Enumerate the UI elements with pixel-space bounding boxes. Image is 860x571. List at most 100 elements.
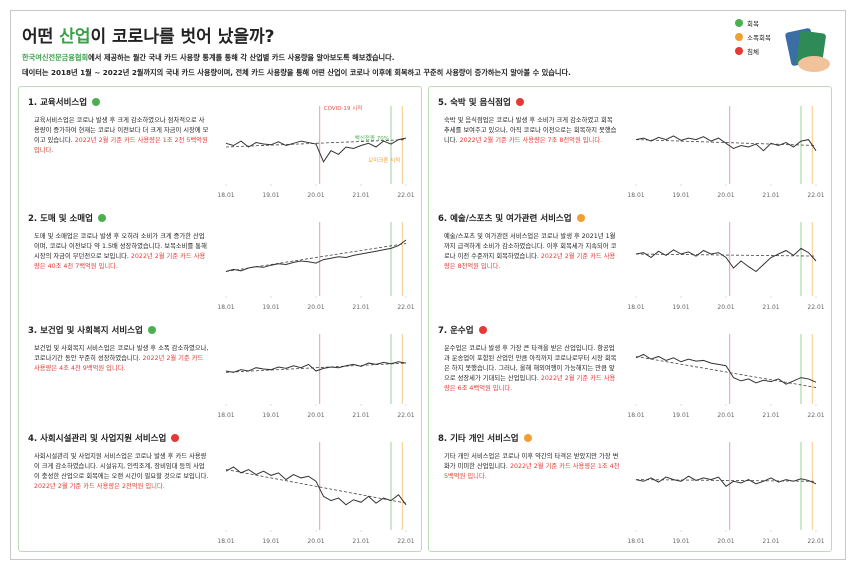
line-chart: 18.01 19.01 20.01 21.01 22.01	[218, 334, 414, 419]
panel-description: 예술/스포츠 및 여가관련 서비스업은 코로나 발생 후 2021년 1월까지 …	[444, 232, 620, 272]
x-tick-label: 21.01	[762, 304, 779, 311]
panel-description: 교육서비스업은 코로나 발생 후 크게 감소하였으나 점차적으로 사용량이 증가…	[34, 116, 210, 156]
line-chart: 18.01 19.01 20.01 21.01 22.01	[218, 222, 414, 311]
legend-label: 침체	[747, 48, 759, 56]
panel-description: 보건업 및 사회복지 서비스업은 코로나 발생 후 소폭 감소하였으나, 코로나…	[34, 344, 210, 374]
data-line	[635, 475, 817, 487]
panel-title-text: 6. 예술/스포츠 및 여가관련 서비스업	[438, 214, 572, 224]
description-text: 숙박 및 음식점업은 코로나 발생 후 소비가 크게 감소하였고 회복 추세를 …	[444, 117, 617, 144]
x-tick-label: 18.01	[218, 538, 235, 545]
subtitle-part: 한국여신전문금융협회	[22, 53, 89, 62]
line-chart: 18.01 19.01 20.01 21.01 22.01	[628, 442, 824, 545]
panel-title: 1. 교육서비스업	[28, 96, 101, 108]
legend-label: 회복	[747, 20, 759, 28]
x-tick-label: 18.01	[218, 412, 235, 419]
x-tick-label: 20.01	[307, 304, 324, 311]
x-tick-label: 18.01	[628, 192, 645, 199]
legend-swatch	[735, 19, 743, 27]
page-title: 어떤 산업이 코로나를 벗어 났을까?	[22, 22, 275, 47]
data-line	[225, 466, 407, 506]
x-tick-label: 21.01	[352, 192, 369, 199]
panel-title: 6. 예술/스포츠 및 여가관련 서비스업	[438, 212, 585, 224]
data-line	[225, 137, 407, 163]
x-tick-label: 22.01	[397, 192, 414, 199]
x-tick-label: 20.01	[307, 538, 324, 545]
x-tick-label: 22.01	[397, 538, 414, 545]
description-text: 운수업은 코로나 발생 후 가장 큰 타격을 받은 산업입니다. 항공업과 운송…	[444, 345, 617, 382]
panel-title-text: 5. 숙박 및 음식점업	[438, 98, 511, 108]
x-tick-label: 19.01	[672, 192, 689, 199]
description-text: 예술/스포츠 및 여가관련 서비스업은 코로나 발생 후 2021년 1월까지 …	[444, 233, 617, 260]
x-tick-label: 18.01	[218, 192, 235, 199]
x-tick-label: 22.01	[807, 304, 824, 311]
panel-title: 5. 숙박 및 음식점업	[438, 96, 524, 108]
x-tick-label: 20.01	[717, 192, 734, 199]
legend-item: 침체	[735, 46, 759, 56]
trend-line	[635, 139, 817, 146]
panel-description: 사회시설관리 및 사업지원 서비스업은 코로나 발생 후 카드 사용량이 크게 …	[34, 452, 210, 492]
panel-description: 운수업은 코로나 발생 후 가장 큰 타격을 받은 산업입니다. 항공업과 운송…	[444, 344, 620, 394]
subtitle: 데이터는 2018년 1월 ~ 2022년 2월까지의 국내 카드 사용량이며,…	[22, 68, 571, 77]
legend-item: 소폭회복	[735, 32, 771, 42]
description-text: 교육서비스업은 코로나 발생 후 크게 감소하였으나 점차적으로 사용량이 증가…	[34, 117, 209, 144]
x-tick-label: 19.01	[262, 192, 279, 199]
panel-title: 2. 도매 및 소매업	[28, 212, 106, 224]
trend-line	[635, 479, 817, 482]
x-tick-label: 20.01	[307, 412, 324, 419]
event-label: COVID-19 시작	[324, 105, 363, 112]
x-tick-label: 19.01	[672, 304, 689, 311]
legend-item: 회복	[735, 18, 759, 28]
trend-line	[225, 469, 407, 504]
description-text: 도매 및 소매업은 코로나 발생 후 오히려 소비가 크게 증가한 산업이며, …	[34, 233, 207, 260]
panel-title: 3. 보건업 및 사회복지 서비스업	[28, 324, 156, 336]
trend-line	[225, 139, 407, 148]
x-tick-label: 22.01	[807, 538, 824, 545]
data-line	[635, 247, 817, 273]
panel-title-text: 7. 운수업	[438, 326, 474, 336]
description-text: 기타 개인 서비스업은 코로나 이후 약간의 타격은 받았지만 가장 변화가 미…	[444, 453, 619, 470]
status-dot	[576, 214, 585, 222]
status-dot	[97, 214, 106, 222]
line-chart: 18.01 19.01 20.01 21.01 22.01	[628, 334, 824, 419]
trend-line	[635, 253, 817, 257]
highlight-text: 2022년 2월 기준 카드 사용량은 6조 4백억원 입니다.	[444, 375, 616, 392]
data-line	[635, 353, 817, 385]
status-dot	[92, 98, 101, 106]
x-tick-label: 18.01	[628, 538, 645, 545]
subtitle-part: 에서 제공하는 월간 국내 카드 사용량 통계를 통해 각 산업별 카드 사용량…	[88, 53, 395, 62]
column	[18, 86, 422, 552]
panel-title-text: 8. 기타 개인 서비스업	[438, 434, 519, 444]
card-illustration	[785, 28, 830, 72]
line-chart: 18.01 19.01 20.01 21.01 22.01	[218, 442, 414, 545]
trend-line	[635, 356, 817, 388]
x-tick-label: 20.01	[717, 538, 734, 545]
panel-description: 숙박 및 음식점업은 코로나 발생 후 소비가 크게 감소하였고 회복 추세를 …	[444, 116, 620, 146]
x-tick-label: 18.01	[218, 304, 235, 311]
x-tick-label: 22.01	[397, 412, 414, 419]
x-tick-label: 21.01	[352, 538, 369, 545]
line-chart: 18.01 19.01 20.01 21.01 22.01	[628, 106, 824, 199]
x-tick-label: 19.01	[262, 538, 279, 545]
event-label: 오미크론 시작	[368, 156, 400, 164]
x-tick-label: 22.01	[807, 192, 824, 199]
x-tick-label: 18.01	[628, 412, 645, 419]
title-part: 산업	[59, 27, 91, 47]
title-part: 이 코로나를 벗어 났을까?	[90, 27, 275, 47]
panel-title-text: 3. 보건업 및 사회복지 서비스업	[28, 326, 143, 336]
highlight-text: 2022년 2월 기준 카드 사용량은 4조 4천 9백억원 입니다.	[34, 355, 204, 372]
highlight-text: 2022년 2월 기준 카드 사용량은 7조 8천억원 입니다.	[459, 137, 603, 144]
description-text: 사회시설관리 및 사업지원 서비스업은 코로나 발생 후 카드 사용량이 크게 …	[34, 453, 209, 480]
column	[428, 86, 832, 552]
x-tick-label: 21.01	[352, 304, 369, 311]
event-label: 백신접종 70%	[355, 134, 389, 142]
highlight-text: 2022년 2월 기준 카드 사용량은 1조 4천 5백억원 입니다.	[444, 463, 620, 480]
data-line	[225, 361, 407, 373]
panel-description: 기타 개인 서비스업은 코로나 이후 약간의 타격은 받았지만 가장 변화가 미…	[444, 452, 620, 482]
